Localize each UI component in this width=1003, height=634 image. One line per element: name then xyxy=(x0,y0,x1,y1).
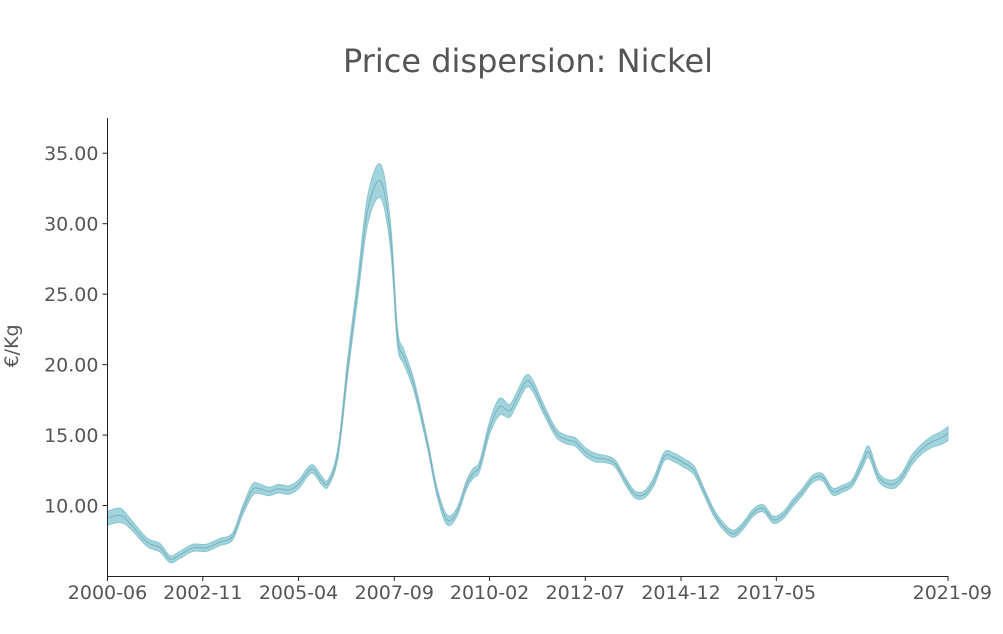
x-tick-label: 2005-04 xyxy=(259,582,338,604)
x-axis-ticks: 2000-06 2002-11 2005-04 2007-09 2010-02 2012-… xyxy=(68,576,992,604)
x-tick-label: 2014-12 xyxy=(641,582,720,604)
chart-title: Price dispersion: Nickel xyxy=(343,42,713,80)
median-line xyxy=(107,180,949,560)
dispersion-band xyxy=(107,163,949,564)
plot-area xyxy=(107,163,949,564)
y-tick-label: 35.00 xyxy=(44,143,98,165)
x-tick-label: 2012-07 xyxy=(546,582,625,604)
y-axis-label: €/Kg xyxy=(1,324,23,367)
x-tick-label: 2010-02 xyxy=(450,582,529,604)
x-tick-label: 2002-11 xyxy=(163,582,242,604)
x-tick-label: 2017-05 xyxy=(737,582,816,604)
y-axis-ticks: 10.00 15.00 20.00 25.00 30.00 35.00 xyxy=(44,143,108,518)
y-tick-label: 10.00 xyxy=(44,496,98,518)
y-tick-label: 20.00 xyxy=(44,355,98,377)
y-tick-label: 15.00 xyxy=(44,425,98,447)
x-tick-label: 2021-09 xyxy=(913,582,992,604)
y-tick-label: 25.00 xyxy=(44,284,98,306)
x-tick-label: 2000-06 xyxy=(68,582,147,604)
y-tick-label: 30.00 xyxy=(44,214,98,236)
x-tick-label: 2007-09 xyxy=(355,582,434,604)
